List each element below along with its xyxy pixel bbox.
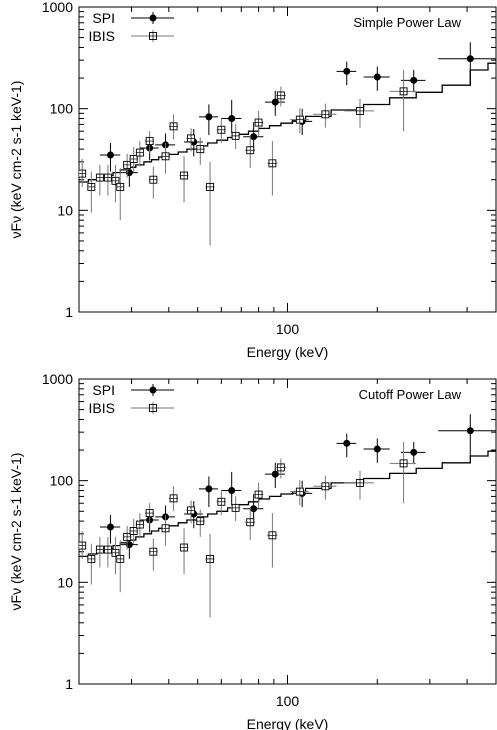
y-tick-label: 1 bbox=[65, 676, 73, 692]
series-spi bbox=[99, 414, 496, 559]
spi-point bbox=[373, 445, 381, 453]
spi-point bbox=[343, 67, 351, 75]
y-tick-label: 10 bbox=[57, 202, 73, 218]
legend: SPI IBIS bbox=[89, 382, 174, 416]
y-tick-label: 10 bbox=[57, 574, 73, 590]
x-tick-label: 100 bbox=[276, 321, 300, 337]
spi-point bbox=[343, 439, 351, 447]
spi-point bbox=[271, 470, 279, 478]
y-tick-label: 1 bbox=[65, 304, 73, 320]
series-ibis bbox=[79, 70, 417, 246]
spi-point bbox=[410, 76, 418, 84]
y-tick-label: 1000 bbox=[42, 0, 73, 15]
data-layer bbox=[79, 414, 496, 618]
series-spi bbox=[99, 42, 496, 187]
plot-frame bbox=[78, 378, 497, 685]
legend-label: IBIS bbox=[89, 400, 115, 416]
spi-point bbox=[205, 113, 213, 121]
spi-point bbox=[373, 73, 381, 81]
data-layer bbox=[79, 42, 496, 246]
spi-point bbox=[228, 487, 236, 495]
model-histogram bbox=[79, 62, 496, 183]
series-ibis bbox=[79, 442, 417, 618]
spi-point bbox=[106, 151, 114, 159]
y-tick-label: 100 bbox=[50, 101, 74, 117]
x-axis-label: Energy (keV) bbox=[247, 344, 329, 360]
panel-cutoff-power-law: 1 10 100 1000 100 Energy (keV) νFν (keV cm-2 s… bbox=[8, 371, 497, 730]
legend-marker bbox=[149, 14, 157, 22]
chart-title: Cutoff Power Law bbox=[359, 387, 462, 402]
x-axis-label: Energy (keV) bbox=[247, 716, 329, 730]
spi-point bbox=[410, 448, 418, 456]
y-axis-label: νFν (keV cm-2 s-1 keV-1) bbox=[8, 453, 24, 611]
y-tick-label: 100 bbox=[50, 473, 74, 489]
spi-point bbox=[106, 523, 114, 531]
y-axis-label: νFν (keV cm-2 s-1 keV-1) bbox=[8, 81, 24, 239]
legend-label: SPI bbox=[92, 382, 115, 398]
spi-point bbox=[466, 55, 474, 63]
spi-point bbox=[466, 427, 474, 435]
panel-simple-power-law: 1 10 100 1000 100 Energy (keV) νFν (keV cm-2 s… bbox=[8, 0, 497, 360]
y-tick-label: 1000 bbox=[42, 371, 73, 387]
spi-point bbox=[205, 485, 213, 493]
chart-title: Simple Power Law bbox=[353, 15, 461, 30]
spi-point bbox=[228, 115, 236, 123]
x-tick-label: 100 bbox=[276, 693, 300, 709]
model-histogram bbox=[79, 450, 496, 558]
legend: SPI IBIS bbox=[89, 10, 174, 44]
spi-point bbox=[250, 505, 258, 513]
spi-point bbox=[271, 98, 279, 106]
spi-point bbox=[250, 133, 258, 141]
legend-marker bbox=[149, 386, 157, 394]
plot-frame bbox=[78, 6, 497, 313]
legend-label: SPI bbox=[92, 10, 115, 26]
legend-label: IBIS bbox=[89, 28, 115, 44]
